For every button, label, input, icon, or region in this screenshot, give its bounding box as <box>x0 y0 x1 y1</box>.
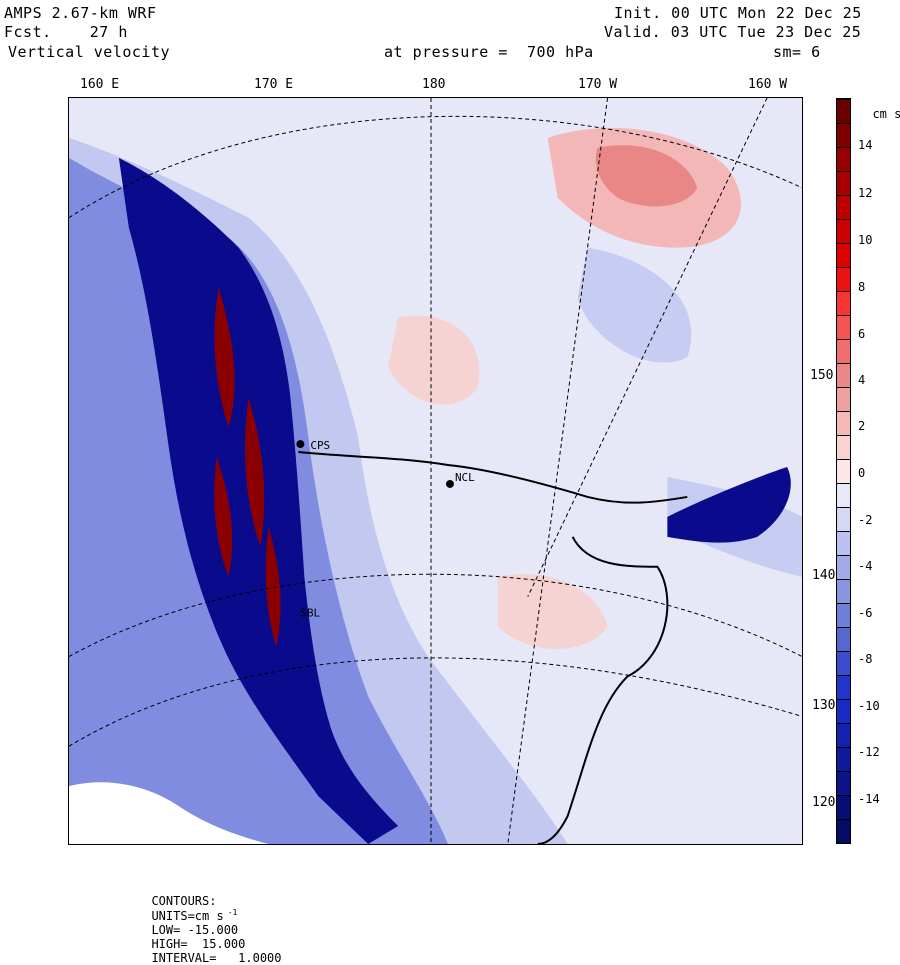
cb-seg-22 <box>837 603 850 627</box>
cb-seg-18 <box>837 507 850 531</box>
model-title: AMPS 2.67-km WRF <box>4 4 157 22</box>
coastline <box>298 451 688 504</box>
colorbar <box>836 98 851 844</box>
updraft-streak-1 <box>214 287 235 428</box>
cb-tick-10: 10 <box>858 233 873 247</box>
cb-seg-11 <box>837 339 850 363</box>
cb-seg-31 <box>837 819 850 843</box>
high-value: HIGH= 15.000 <box>151 937 246 951</box>
lon-label-160e: 160 E <box>80 77 120 92</box>
cb-seg-3 <box>837 147 850 171</box>
station-label-ncl: NCL <box>455 471 475 484</box>
lon-label-160w: 160 W <box>748 77 788 92</box>
station-label-cps: CPS <box>310 439 330 452</box>
cb-seg-2 <box>837 123 850 147</box>
station-ncl <box>445 479 454 488</box>
lon-label-180: 180 <box>422 77 446 92</box>
colorbar-units: cm s-1 <box>872 107 900 121</box>
cb-seg-21 <box>837 579 850 603</box>
forecast-hour: Fcst. 27 h <box>4 23 128 41</box>
contours-label: CONTOURS: <box>151 894 217 908</box>
cb-tick-0: 0 <box>858 466 866 480</box>
cb-seg-23 <box>837 627 850 651</box>
cb-tick-6: 6 <box>858 327 866 341</box>
cb-seg-28 <box>837 747 850 771</box>
cb-seg-12 <box>837 363 850 387</box>
interval-value: INTERVAL= 1.0000 <box>151 951 282 965</box>
weak-subsidence-patch-1 <box>577 247 692 363</box>
cb-seg-19 <box>837 531 850 555</box>
lon-label-170w: 170 W <box>578 77 618 92</box>
cb-seg-25 <box>837 675 850 699</box>
updraft-streak-4 <box>265 526 281 647</box>
cb-tick-4: 4 <box>858 373 866 387</box>
vertical-velocity-map: NCL SBL CPS <box>68 97 803 845</box>
init-time: Init. 00 UTC Mon 22 Dec 25 <box>614 4 862 22</box>
cb-seg-7 <box>837 243 850 267</box>
lon-label-170e: 170 E <box>254 77 294 92</box>
cb-seg-16 <box>837 459 850 483</box>
updraft-streak-3 <box>214 457 233 577</box>
cb-seg-29 <box>837 771 850 795</box>
cb-seg-14 <box>837 411 850 435</box>
cb-tick-neg6: -6 <box>858 606 873 620</box>
field-name: Vertical velocity <box>8 43 171 61</box>
cb-seg-30 <box>837 795 850 819</box>
cb-tick-8: 8 <box>858 280 866 294</box>
low-value: LOW= -15.000 <box>151 923 239 937</box>
cb-tick-neg14: -14 <box>858 792 880 806</box>
station-markers <box>296 440 454 488</box>
cb-tick-neg12: -12 <box>858 745 880 759</box>
coastline-east <box>537 536 669 844</box>
weak-rising-patch-2 <box>497 574 608 650</box>
cb-seg-24 <box>837 651 850 675</box>
station-label-sbl: SBL <box>300 607 320 620</box>
rising-motion-core <box>595 145 698 207</box>
cb-tick-neg8: -8 <box>858 652 873 666</box>
cb-tick-12: 12 <box>858 186 873 200</box>
east-ridge-cluster <box>667 467 791 543</box>
cb-seg-20 <box>837 555 850 579</box>
cb-seg-8 <box>837 267 850 291</box>
cb-seg-4 <box>837 171 850 195</box>
cb-seg-27 <box>837 723 850 747</box>
cb-tick-neg4: -4 <box>858 559 873 573</box>
cb-tick-neg10: -10 <box>858 699 880 713</box>
updraft-streak-2 <box>244 397 265 547</box>
cb-seg-5 <box>837 195 850 219</box>
cb-tick-14: 14 <box>858 138 873 152</box>
cb-seg-26 <box>837 699 850 723</box>
cb-seg-1 <box>837 99 850 123</box>
cb-seg-13 <box>837 387 850 411</box>
cb-tick-2: 2 <box>858 419 866 433</box>
cb-seg-15 <box>837 435 850 459</box>
land-area <box>69 782 269 844</box>
weak-rising-patch-1 <box>388 315 480 405</box>
pressure-level: at pressure = 700 hPa <box>384 43 594 61</box>
cb-seg-17 <box>837 483 850 507</box>
station-cps <box>296 440 305 449</box>
cb-tick-neg2: -2 <box>858 513 873 527</box>
smoothing: sm= 6 <box>773 43 821 61</box>
units-label: UNITS=cm s -1 <box>151 908 238 923</box>
cb-seg-9 <box>837 291 850 315</box>
contour-info: CONTOURS: UNITS=cm s -1 LOW= -15.000 HIGH… <box>137 880 286 965</box>
graticule <box>69 98 802 844</box>
cb-seg-6 <box>837 219 850 243</box>
cb-seg-10 <box>837 315 850 339</box>
valid-time: Valid. 03 UTC Tue 23 Dec 25 <box>604 23 862 41</box>
